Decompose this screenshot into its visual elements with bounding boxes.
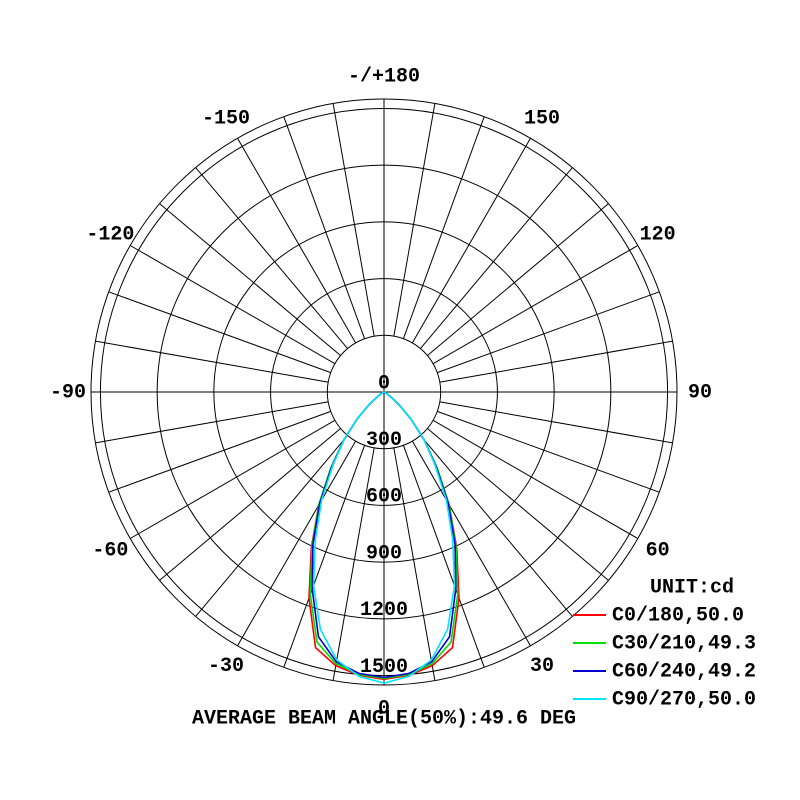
r-tick-label: 0	[378, 372, 390, 395]
grid-spoke	[237, 440, 357, 646]
grid-spoke	[427, 203, 609, 356]
grid-spoke	[130, 245, 336, 365]
grid-spoke	[108, 291, 331, 374]
grid-spoke	[402, 445, 485, 668]
grid-spoke	[95, 401, 329, 444]
grid-spoke	[420, 167, 573, 349]
angle-label: 0	[378, 697, 390, 720]
grid-spoke	[432, 419, 638, 539]
grid-spoke	[159, 203, 341, 356]
angle-label: 60	[646, 539, 670, 562]
r-tick-label: 900	[366, 542, 402, 565]
grid-spoke	[437, 291, 660, 374]
grid-spoke	[195, 167, 348, 349]
grid-spoke	[159, 428, 341, 581]
angle-label: -/+180	[348, 65, 420, 88]
angle-label: -30	[208, 655, 244, 678]
grid-spoke	[283, 116, 366, 339]
unit-label: UNIT:cd	[650, 576, 734, 599]
grid-spoke	[439, 340, 673, 383]
legend-label: C30/210,49.3	[612, 632, 756, 655]
footer: AVERAGE BEAM ANGLE(50%):49.6 DEG	[192, 707, 576, 730]
grid-spoke	[411, 440, 531, 646]
angle-label: 30	[530, 655, 554, 678]
grid-spoke	[332, 103, 375, 337]
grid-spoke	[130, 419, 336, 539]
angle-label: 120	[640, 223, 676, 246]
angle-label: 150	[524, 108, 560, 131]
grid-spoke	[437, 410, 660, 493]
grid-spoke	[393, 103, 436, 337]
grid-spoke	[432, 245, 638, 365]
grid-spoke	[237, 138, 357, 344]
series-curve	[312, 391, 456, 684]
grid-spoke	[439, 401, 673, 444]
angle-label: -150	[202, 108, 250, 131]
angle-label: 90	[688, 381, 712, 404]
angle-label: -60	[92, 539, 128, 562]
grid-spoke	[427, 428, 609, 581]
legend-label: C90/270,50.0	[612, 688, 756, 711]
r-tick-label: 600	[366, 486, 402, 509]
grid-spoke	[411, 138, 531, 344]
angle-label: -90	[50, 381, 86, 404]
grid-spoke	[195, 435, 348, 617]
grid-spoke	[420, 435, 573, 617]
grid-spoke	[108, 410, 331, 493]
r-tick-label: 1200	[360, 599, 408, 622]
grid-spoke	[332, 447, 375, 681]
angle-label: -120	[86, 223, 134, 246]
grid-spoke	[402, 116, 485, 339]
legend-label: C60/240,49.2	[612, 660, 756, 683]
legend-label: C0/180,50.0	[612, 604, 744, 627]
grid-spoke	[393, 447, 436, 681]
grid-spoke	[95, 340, 329, 383]
r-tick-label: 1500	[360, 656, 408, 679]
r-tick-label: 300	[366, 429, 402, 452]
grid-spoke	[283, 445, 366, 668]
